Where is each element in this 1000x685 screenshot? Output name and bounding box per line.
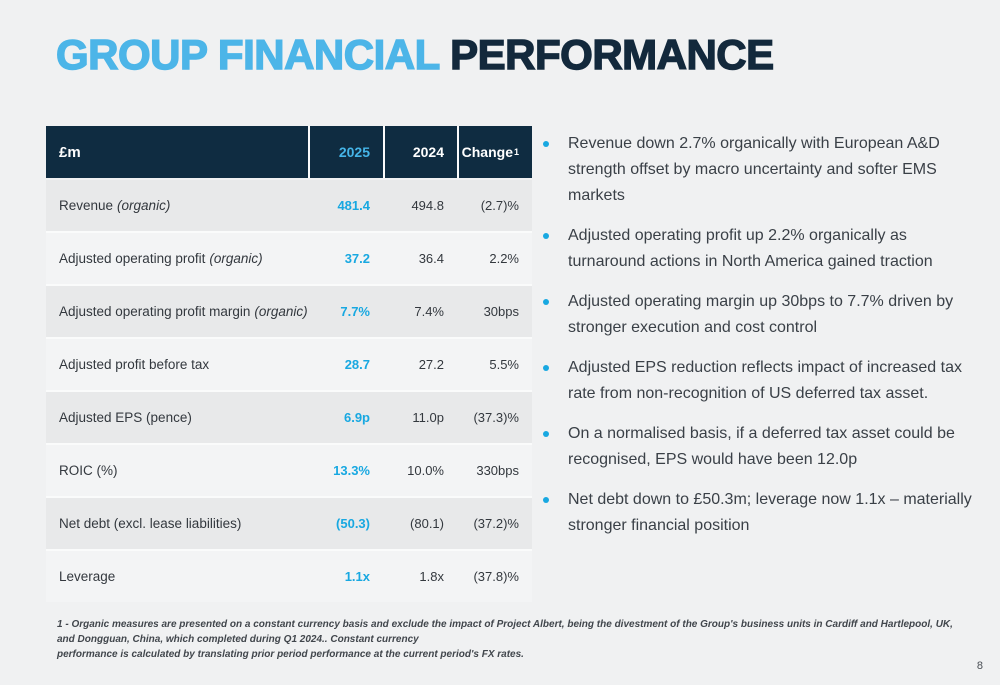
bullet-text: Adjusted EPS reduction reflects impact o… xyxy=(568,359,962,402)
list-item: Adjusted EPS reduction reflects impact o… xyxy=(543,355,980,407)
row-label-text: ROIC (%) xyxy=(59,463,118,478)
value-2024: 1.8x xyxy=(419,569,444,584)
commentary-list: Revenue down 2.7% organically with Europ… xyxy=(543,131,981,553)
row-label-text: Adjusted EPS (pence) xyxy=(59,410,192,425)
table-row: Leverage 1.1x 1.8x (37.8)% xyxy=(46,551,532,602)
bullet-dot xyxy=(543,299,549,305)
row-label: ROIC (%) xyxy=(46,463,308,478)
value-change: (37.3)% xyxy=(473,410,519,425)
table-header-2024: 2024 xyxy=(383,126,457,178)
financials-table: £m 2025 2024 Change 1 Revenue (organic) 48… xyxy=(46,126,532,602)
value-2025: 1.1x xyxy=(344,569,370,584)
title-performance: PERFORMANCE xyxy=(449,31,774,78)
row-label: Leverage xyxy=(46,569,308,584)
row-label-note: (organic) xyxy=(209,251,263,266)
footnote-line-2: performance is calculated by translating… xyxy=(57,649,524,660)
row-label: Net debt (excl. lease liabilities) xyxy=(46,516,308,531)
bullet-text: On a normalised basis, if a deferred tax… xyxy=(568,425,955,468)
bullet-text: Adjusted operating profit up 2.2% organi… xyxy=(568,227,933,270)
row-label-note: (organic) xyxy=(254,304,308,319)
bullet-text: Net debt down to £50.3m; leverage now 1.… xyxy=(568,491,972,534)
value-2024: 11.0p xyxy=(412,410,444,425)
list-item: On a normalised basis, if a deferred tax… xyxy=(543,421,980,473)
value-2025: 6.9p xyxy=(343,410,370,425)
footnote-line-1: 1 - Organic measures are presented on a … xyxy=(57,619,953,645)
value-change: (37.8)% xyxy=(473,569,519,584)
row-label: Adjusted operating profit (organic) xyxy=(46,251,308,266)
table-row: Adjusted operating profit (organic) 37.2 … xyxy=(46,233,532,284)
value-2025: 13.3% xyxy=(333,463,370,478)
row-label-text: Adjusted operating profit xyxy=(59,251,206,266)
page-number: 8 xyxy=(976,660,983,672)
row-label-text: Leverage xyxy=(59,569,116,584)
table-header-metric: £m xyxy=(59,143,81,161)
list-item: Adjusted operating margin up 30bps to 7.… xyxy=(543,289,980,341)
value-2025: 7.7% xyxy=(340,304,370,319)
row-label: Revenue (organic) xyxy=(46,198,308,213)
value-2024: (80.1) xyxy=(410,516,444,531)
table-row: Adjusted profit before tax 28.7 27.2 5.5… xyxy=(46,339,532,390)
bullet-text: Revenue down 2.7% organically with Europ… xyxy=(568,135,940,204)
table-header-row: £m 2025 2024 Change 1 xyxy=(46,126,532,178)
value-change: 330bps xyxy=(476,463,519,478)
bullet-dot xyxy=(543,431,549,437)
table-header-change: Change 1 xyxy=(457,126,532,178)
value-2025: 481.4 xyxy=(337,198,370,213)
table-header-change-label: Change xyxy=(461,144,513,160)
list-item: Adjusted operating profit up 2.2% organi… xyxy=(543,223,980,275)
table-header-2025: 2025 xyxy=(308,126,383,178)
value-2025: (50.3) xyxy=(336,516,370,531)
value-change: (2.7)% xyxy=(480,198,519,213)
value-change: 2.2% xyxy=(489,251,519,266)
value-change: (37.2)% xyxy=(473,516,519,531)
value-2025: 37.2 xyxy=(344,251,370,266)
value-2024: 7.4% xyxy=(414,304,444,319)
table-body: Revenue (organic) 481.4 494.8 (2.7)% Adju… xyxy=(46,180,532,602)
row-label-note: (organic) xyxy=(117,198,171,213)
value-change: 5.5% xyxy=(489,357,519,372)
row-label: Adjusted profit before tax xyxy=(46,357,308,372)
value-2025: 28.7 xyxy=(344,357,370,372)
table-row: Adjusted operating profit margin (organic… xyxy=(46,286,532,337)
bullet-dot xyxy=(543,365,549,371)
value-2024: 27.2 xyxy=(418,357,444,372)
value-change: 30bps xyxy=(483,304,519,319)
row-label: Adjusted EPS (pence) xyxy=(46,410,308,425)
table-row: ROIC (%) 13.3% 10.0% 330bps xyxy=(46,445,532,496)
value-2024: 10.0% xyxy=(407,463,444,478)
footnote: 1 - Organic measures are presented on a … xyxy=(57,617,957,662)
list-item: Revenue down 2.7% organically with Europ… xyxy=(543,131,980,209)
row-label-text: Net debt (excl. lease liabilities) xyxy=(59,516,242,531)
table-row: Adjusted EPS (pence) 6.9p 11.0p (37.3)% xyxy=(46,392,532,443)
bullet-dot xyxy=(543,497,549,503)
value-2024: 494.8 xyxy=(411,198,444,213)
page-title: GROUP FINANCIAL PERFORMANCE xyxy=(55,31,775,78)
row-label: Adjusted operating profit margin (organic… xyxy=(46,304,308,319)
row-label-text: Adjusted profit before tax xyxy=(59,357,210,372)
table-row: Revenue (organic) 481.4 494.8 (2.7)% xyxy=(46,180,532,231)
value-2024: 36.4 xyxy=(418,251,444,266)
row-label-text: Adjusted operating profit margin xyxy=(59,304,251,319)
title-group-financial: GROUP FINANCIAL xyxy=(55,31,451,78)
list-item: Net debt down to £50.3m; leverage now 1.… xyxy=(543,487,980,539)
bullet-text: Adjusted operating margin up 30bps to 7.… xyxy=(568,293,954,336)
table-row: Net debt (excl. lease liabilities) (50.3… xyxy=(46,498,532,549)
row-label-text: Revenue xyxy=(59,198,114,213)
bullet-dot xyxy=(543,233,549,239)
bullet-dot xyxy=(543,141,549,147)
